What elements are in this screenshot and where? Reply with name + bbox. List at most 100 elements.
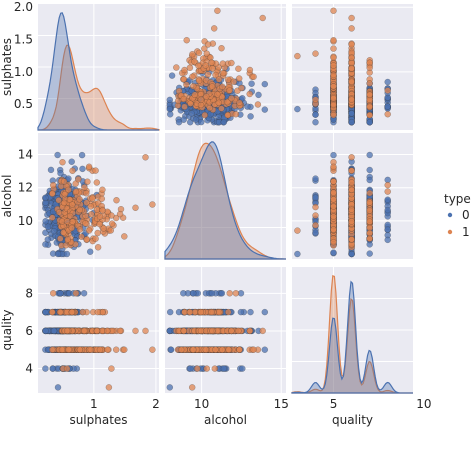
scatter-point bbox=[105, 384, 113, 391]
scatter-point bbox=[183, 81, 190, 88]
scatter-point bbox=[113, 196, 120, 204]
scatter-point bbox=[366, 218, 373, 225]
scatter-point bbox=[92, 167, 99, 174]
scatter-point bbox=[85, 163, 93, 171]
legend-marker-1 bbox=[447, 229, 453, 235]
scatter-point bbox=[366, 176, 373, 184]
scatter-point bbox=[218, 45, 225, 52]
scatter-point bbox=[247, 113, 254, 120]
scatter-point bbox=[189, 346, 197, 353]
scatter-point bbox=[218, 105, 225, 112]
scatter-point bbox=[83, 199, 90, 206]
scatter-point bbox=[108, 365, 115, 372]
scatter-point bbox=[59, 158, 66, 166]
scatter-point bbox=[215, 308, 223, 316]
scatter-point bbox=[69, 218, 76, 225]
scatter-series-1 bbox=[49, 154, 156, 251]
scatter-point bbox=[88, 210, 95, 218]
scatter-point bbox=[166, 384, 174, 391]
scatter-point bbox=[94, 244, 102, 251]
scatter-point bbox=[312, 229, 319, 236]
scatter-point bbox=[312, 222, 319, 229]
scatter-point bbox=[224, 111, 231, 119]
scatter-point bbox=[63, 327, 71, 335]
scatter-point bbox=[108, 220, 116, 227]
scatter-point bbox=[202, 346, 210, 353]
panel-sulphates-vs-quality bbox=[292, 4, 413, 130]
scatter-point bbox=[366, 103, 373, 111]
scatter-point bbox=[261, 308, 268, 316]
scatter-point bbox=[98, 195, 106, 203]
scatter-point bbox=[235, 75, 243, 82]
scatter-point bbox=[259, 14, 266, 22]
scatter-point bbox=[197, 308, 205, 316]
scatter-point bbox=[58, 346, 66, 353]
scatter-point bbox=[173, 64, 180, 71]
scatter-point bbox=[220, 118, 228, 126]
scatter-point bbox=[201, 111, 209, 119]
scatter-point bbox=[239, 365, 246, 372]
scatter-point bbox=[348, 54, 355, 61]
scatter-point bbox=[85, 227, 93, 234]
scatter-point bbox=[50, 181, 57, 189]
scatter-point bbox=[225, 346, 233, 353]
scatter-point bbox=[42, 241, 49, 248]
scatter-point bbox=[219, 346, 226, 353]
scatter-point bbox=[312, 175, 319, 182]
scatter-point bbox=[132, 204, 139, 212]
panel-alcohol-vs-sulphates: 10 12 14 alcohol bbox=[0, 133, 159, 259]
legend-label-1: 1 bbox=[462, 225, 470, 239]
scatter-point bbox=[259, 327, 266, 335]
kde-series-1 bbox=[37, 44, 160, 131]
scatter-point bbox=[209, 327, 216, 335]
scatter-point bbox=[384, 103, 391, 110]
scatter-point bbox=[219, 83, 226, 90]
scatter-point bbox=[94, 308, 101, 316]
scatter-point bbox=[63, 365, 71, 372]
scatter-point bbox=[330, 94, 337, 102]
scatter-point bbox=[80, 290, 88, 297]
scatter-point bbox=[116, 210, 124, 218]
scatter-point bbox=[93, 327, 101, 335]
scatter-point bbox=[83, 236, 91, 243]
scatter-point bbox=[177, 346, 185, 353]
scatter-point bbox=[219, 69, 227, 77]
scatter-point bbox=[72, 188, 80, 195]
panel-sulphates-vs-sulphates: 0.5 1.0 1.5 2.0 sulphates bbox=[0, 0, 160, 131]
scatter-point bbox=[186, 64, 194, 72]
x-tick-label: 1 bbox=[90, 397, 98, 411]
scatter-point bbox=[116, 327, 124, 335]
scatter-point bbox=[49, 214, 56, 221]
scatter-point bbox=[384, 226, 391, 233]
scatter-point bbox=[348, 118, 355, 126]
scatter-point bbox=[330, 45, 337, 52]
scatter-point bbox=[237, 308, 245, 316]
scatter-point bbox=[384, 181, 391, 189]
scatter-point bbox=[92, 235, 99, 242]
x-axis-label: quality bbox=[332, 413, 373, 427]
scatter-point bbox=[42, 308, 49, 316]
scatter-point bbox=[384, 206, 391, 214]
scatter-point bbox=[190, 290, 197, 297]
scatter-point bbox=[366, 118, 373, 126]
scatter-point bbox=[180, 327, 188, 335]
y-axis-label: alcohol bbox=[0, 175, 14, 218]
scatter-point bbox=[54, 250, 62, 258]
scatter-point bbox=[294, 227, 301, 234]
scatter-point bbox=[312, 96, 319, 103]
scatter-point bbox=[191, 58, 198, 65]
scatter-point bbox=[81, 327, 88, 335]
x-tick-label: 10 bbox=[416, 397, 431, 411]
y-tick-label: 1.5 bbox=[14, 33, 33, 47]
scatter-point bbox=[250, 346, 257, 353]
scatter-point bbox=[348, 65, 355, 72]
scatter-point bbox=[235, 65, 242, 73]
x-tick-label: 15 bbox=[274, 397, 289, 411]
scatter-point bbox=[82, 220, 89, 227]
scatter-point bbox=[330, 249, 337, 256]
scatter-point bbox=[47, 166, 55, 174]
scatter-point bbox=[384, 87, 391, 94]
scatter-point bbox=[215, 99, 223, 107]
panel-quality-vs-quality: 5 10 quality bbox=[291, 267, 431, 427]
